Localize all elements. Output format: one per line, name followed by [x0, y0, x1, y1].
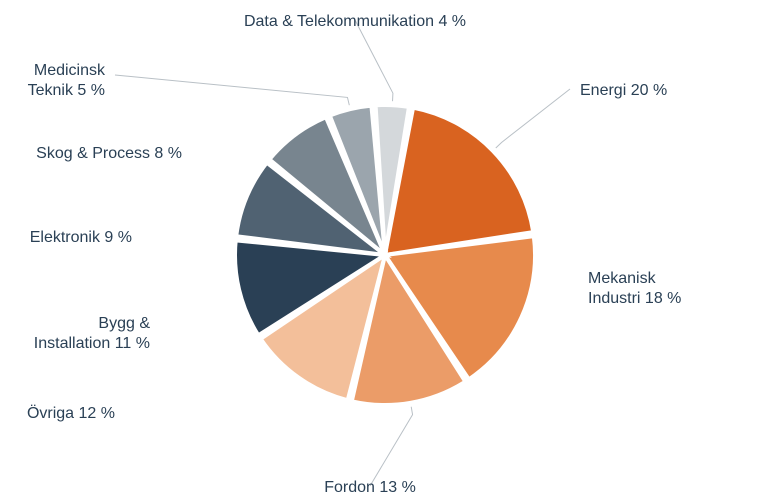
slice-label-5: Elektronik 9 %: [30, 229, 132, 246]
slice-label-1-line-0: Mekanisk: [588, 270, 657, 287]
slice-label-6: Skog & Process 8 %: [36, 145, 182, 162]
slice-label-6-line-0: Skog & Process 8 %: [36, 145, 182, 162]
slice-label-7-line-0: Medicinsk: [34, 62, 106, 79]
slice-label-2-line-0: Fordon 13 %: [324, 479, 416, 496]
slice-label-4-line-0: Bygg &: [98, 315, 150, 332]
slice-label-8: Data & Telekommunikation 4 %: [244, 13, 466, 30]
slice-label-8-line-0: Data & Telekommunikation 4 %: [244, 13, 466, 30]
slice-label-3: Övriga 12 %: [27, 404, 115, 422]
pie-chart: Energi 20 % Mekanisk Industri 18 % Fordon 1…: [0, 0, 770, 501]
slice-label-0-line-0: Energi 20 %: [580, 82, 667, 99]
slice-label-7-line-1: Teknik 5 %: [28, 82, 105, 99]
slice-label-0: Energi 20 %: [580, 82, 667, 99]
slice-label-3-line-0: Övriga 12 %: [27, 404, 115, 422]
slice-label-1-line-1: Industri 18 %: [588, 290, 681, 307]
slice-label-2: Fordon 13 %: [324, 479, 416, 496]
slice-label-4-line-1: Installation 11 %: [34, 335, 150, 352]
slice-label-5-line-0: Elektronik 9 %: [30, 229, 132, 246]
